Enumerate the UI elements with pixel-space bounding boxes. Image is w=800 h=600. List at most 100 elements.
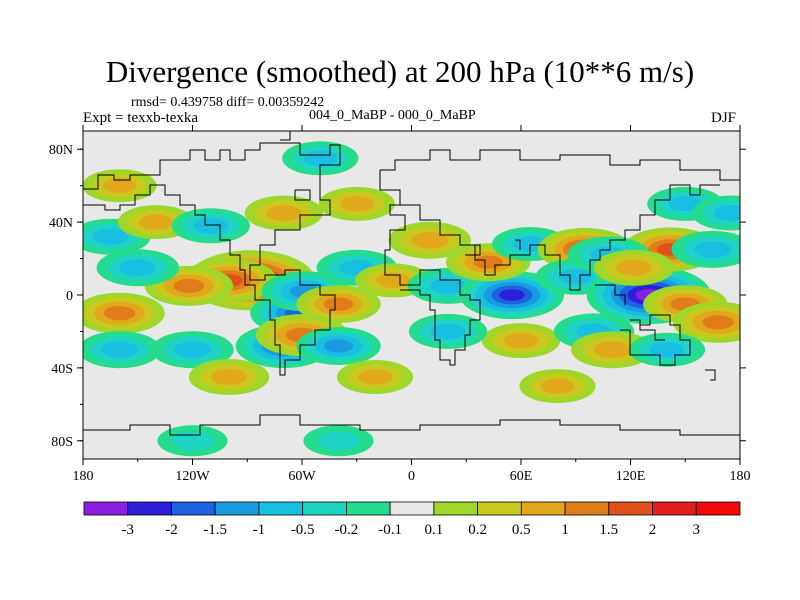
colorbar-label: 3	[693, 522, 701, 538]
field-feature	[571, 331, 654, 369]
experiment-label: Expt = texxb-texka	[83, 110, 199, 126]
contour-fill	[411, 232, 449, 249]
colorbar-label: -0.1	[378, 522, 402, 538]
field-feature	[672, 301, 740, 343]
contour-fill	[713, 205, 740, 221]
contour-fill	[499, 289, 525, 301]
colorbar-swatch	[520, 501, 566, 516]
colorbar-swatch	[83, 501, 129, 516]
field-feature	[296, 327, 381, 365]
field-feature	[282, 141, 359, 176]
contour-fill	[339, 196, 374, 212]
colorbar-label: 1	[561, 522, 569, 538]
contour-fill	[193, 218, 229, 234]
colorbar-swatch	[389, 501, 435, 516]
x-tick-label: 180	[730, 469, 751, 484]
x-tick-label: 120W	[175, 469, 210, 484]
colorbar-label: -0.5	[291, 522, 315, 538]
y-tick-label: 40S	[51, 362, 73, 377]
y-tick-label: 40N	[49, 216, 73, 231]
x-tick-label: 180	[73, 469, 94, 484]
field-feature	[691, 195, 740, 231]
contour-fill	[119, 259, 157, 276]
colorbar-label: -3	[121, 522, 134, 538]
contour-fill	[376, 272, 411, 288]
contour-fill	[540, 378, 575, 394]
contour-fill	[139, 214, 173, 230]
colorbar-swatch	[433, 501, 478, 516]
colorbar: -3 -2 -1.5 -1 -0.5 -0.2 -0.1 0.1 0.2 0.5 1 1.5 2 3	[83, 501, 741, 538]
field-feature	[388, 221, 471, 259]
contour-fill	[616, 259, 652, 276]
chart-title: Divergence (smoothed) at 200 hPa (10**6 …	[105, 54, 695, 89]
field-feature	[519, 369, 596, 404]
field-feature	[244, 195, 323, 231]
colorbar-swatch	[171, 501, 216, 516]
colorbar-swatch	[477, 501, 522, 516]
y-tick-label: 80S	[51, 435, 73, 450]
contour-fill	[650, 342, 684, 358]
field-feature	[408, 313, 488, 349]
colorbar-swatch	[652, 501, 697, 516]
field-feature	[593, 249, 675, 286]
contour-fill	[702, 315, 734, 330]
x-tick-label: 60W	[288, 469, 316, 484]
divergence-field	[83, 141, 740, 457]
field-feature	[157, 425, 228, 457]
contour-fill	[211, 369, 247, 385]
colorbar-swatch	[608, 501, 653, 516]
contour-fill	[323, 297, 354, 311]
contour-fill	[558, 268, 594, 285]
x-tick-label: 120E	[616, 469, 646, 484]
colorbar-label: 0.1	[425, 522, 444, 538]
colorbar-label: 1.5	[599, 522, 618, 538]
colorbar-swatch	[302, 501, 347, 516]
colorbar-swatch	[214, 501, 260, 516]
field-feature	[83, 331, 161, 369]
field-feature	[83, 169, 157, 203]
colorbar-swatch	[695, 501, 741, 516]
field-feature	[336, 360, 414, 394]
colorbar-label: 0.2	[468, 522, 487, 538]
contour-fill	[303, 150, 338, 166]
contour-fill	[266, 205, 302, 221]
field-feature	[171, 208, 250, 244]
contour-fill	[103, 306, 136, 321]
colorbar-label: -1.5	[203, 522, 227, 538]
colorbar-label: 2	[649, 522, 657, 538]
map-axes: 180 120W 60W 0 60E 120E 180 80N 40N 0 40S 80S	[49, 125, 751, 484]
colorbar-label: -0.2	[335, 522, 359, 538]
contour-fill	[594, 341, 631, 358]
contour-fill	[101, 341, 138, 358]
contour-fill	[473, 255, 503, 269]
colorbar-label: -1	[253, 522, 266, 538]
rmsd-diff-stats: rmsd= 0.439758 diff= 0.00359242	[131, 95, 325, 110]
experiment-difference-label: 004_0_MaBP - 000_0_MaBP	[309, 108, 476, 123]
contour-fill	[174, 341, 211, 358]
contour-fill	[430, 323, 466, 340]
colorbar-label: -2	[165, 522, 178, 538]
colorbar-label: 0.5	[512, 522, 531, 538]
contour-fill	[103, 178, 136, 193]
colorbar-swatch	[127, 501, 172, 516]
y-tick-label: 0	[66, 289, 73, 304]
field-feature	[188, 359, 270, 395]
field-feature	[296, 285, 381, 324]
season-label: DJF	[711, 110, 737, 126]
field-feature	[151, 331, 234, 369]
field-feature	[481, 323, 561, 359]
field-feature	[83, 292, 165, 334]
colorbar-swatch	[258, 501, 304, 516]
colorbar-swatch	[564, 501, 610, 516]
colorbar-swatch	[345, 501, 391, 516]
contour-fill	[503, 332, 539, 349]
field-feature	[459, 270, 565, 320]
contour-fill	[92, 228, 129, 245]
x-tick-label: 0	[408, 469, 415, 484]
x-tick-label: 60E	[510, 469, 533, 484]
contour-fill	[358, 369, 392, 385]
contour-fill	[430, 277, 466, 294]
contour-fill	[694, 241, 731, 258]
field-feature	[628, 332, 706, 367]
